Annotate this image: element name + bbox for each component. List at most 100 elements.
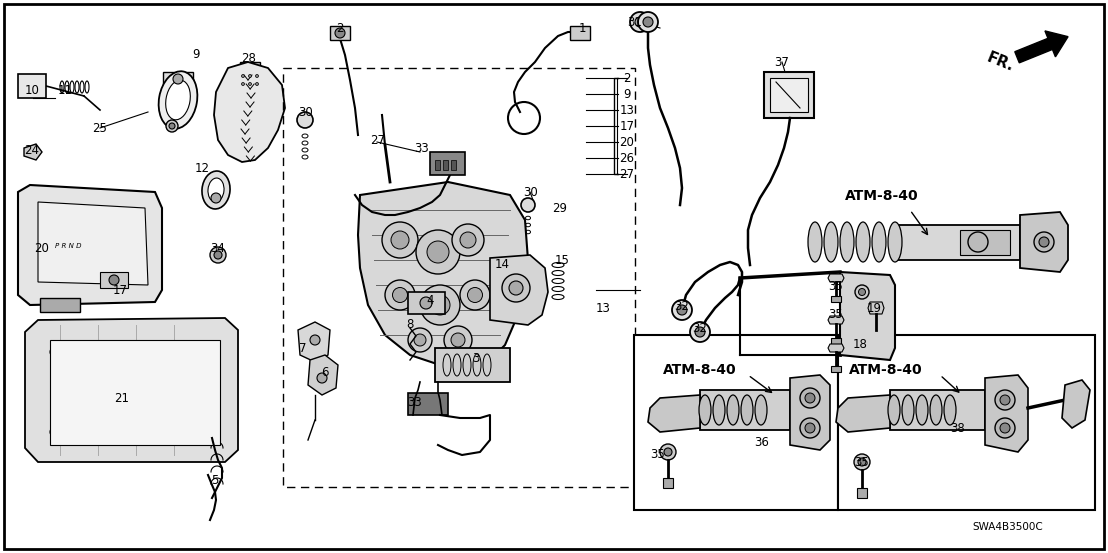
Ellipse shape xyxy=(872,222,886,262)
Text: 2: 2 xyxy=(336,22,343,34)
Bar xyxy=(700,390,790,430)
Circle shape xyxy=(521,198,535,212)
Ellipse shape xyxy=(888,395,900,425)
Text: 27: 27 xyxy=(370,133,386,147)
Polygon shape xyxy=(214,62,285,162)
Text: 33: 33 xyxy=(408,397,422,410)
Circle shape xyxy=(855,285,869,299)
Polygon shape xyxy=(18,185,162,305)
Circle shape xyxy=(677,305,687,315)
Bar xyxy=(330,26,350,40)
Polygon shape xyxy=(308,355,338,395)
Text: 20: 20 xyxy=(619,135,635,149)
Circle shape xyxy=(297,112,312,128)
Bar xyxy=(240,62,260,72)
Ellipse shape xyxy=(824,222,838,262)
Text: 25: 25 xyxy=(93,122,107,134)
Circle shape xyxy=(995,390,1015,410)
Bar xyxy=(765,72,814,118)
Bar xyxy=(430,152,465,175)
Circle shape xyxy=(690,322,710,342)
Text: 18: 18 xyxy=(852,337,868,351)
Circle shape xyxy=(968,232,988,252)
Circle shape xyxy=(635,17,645,27)
Ellipse shape xyxy=(208,178,224,202)
Polygon shape xyxy=(828,316,844,324)
Bar xyxy=(18,74,47,98)
Text: 3: 3 xyxy=(472,352,480,364)
Circle shape xyxy=(509,281,523,295)
Circle shape xyxy=(1001,423,1010,433)
Polygon shape xyxy=(1015,31,1068,63)
Text: 35: 35 xyxy=(829,307,843,321)
Text: 17: 17 xyxy=(619,119,635,133)
Text: 24: 24 xyxy=(24,143,40,156)
Text: 37: 37 xyxy=(774,55,789,69)
Circle shape xyxy=(317,373,327,383)
Circle shape xyxy=(460,280,490,310)
Text: 14: 14 xyxy=(494,258,510,272)
Circle shape xyxy=(695,327,705,337)
Circle shape xyxy=(643,17,653,27)
Bar xyxy=(283,68,635,487)
Ellipse shape xyxy=(699,395,711,425)
Polygon shape xyxy=(24,144,42,160)
Circle shape xyxy=(1001,395,1010,405)
Ellipse shape xyxy=(727,395,739,425)
Bar xyxy=(890,390,985,430)
Text: 30: 30 xyxy=(299,106,314,118)
Circle shape xyxy=(392,288,408,302)
Ellipse shape xyxy=(902,395,914,425)
Ellipse shape xyxy=(856,222,870,262)
Circle shape xyxy=(382,222,418,258)
Polygon shape xyxy=(985,375,1028,452)
Polygon shape xyxy=(1061,380,1090,428)
Circle shape xyxy=(242,82,245,86)
Text: 11: 11 xyxy=(58,84,72,97)
Polygon shape xyxy=(490,255,548,325)
Circle shape xyxy=(800,388,820,408)
Circle shape xyxy=(427,241,449,263)
Bar xyxy=(451,160,456,170)
Bar xyxy=(100,272,129,288)
Polygon shape xyxy=(648,395,700,432)
Bar xyxy=(570,26,589,40)
Circle shape xyxy=(205,427,215,437)
Bar xyxy=(163,72,193,86)
Text: 35: 35 xyxy=(829,279,843,293)
Text: 28: 28 xyxy=(242,51,256,65)
Polygon shape xyxy=(828,274,844,282)
Circle shape xyxy=(858,458,866,466)
Circle shape xyxy=(170,123,175,129)
Circle shape xyxy=(248,75,252,77)
Circle shape xyxy=(420,297,432,309)
Circle shape xyxy=(256,82,258,86)
Text: 6: 6 xyxy=(321,366,329,378)
Text: 15: 15 xyxy=(555,253,570,267)
Circle shape xyxy=(1034,232,1054,252)
Circle shape xyxy=(1039,237,1049,247)
Bar xyxy=(443,160,448,170)
Circle shape xyxy=(806,423,815,433)
Text: 1: 1 xyxy=(578,22,586,34)
Circle shape xyxy=(335,28,345,38)
Bar xyxy=(831,296,841,302)
Bar xyxy=(838,335,1095,510)
Text: 30: 30 xyxy=(524,185,538,199)
Circle shape xyxy=(800,418,820,438)
Circle shape xyxy=(664,448,671,456)
Circle shape xyxy=(248,82,252,86)
Text: 21: 21 xyxy=(114,392,130,404)
Text: 9: 9 xyxy=(193,49,199,61)
Text: 38: 38 xyxy=(951,421,965,435)
Circle shape xyxy=(391,231,409,249)
Text: ATM-8-40: ATM-8-40 xyxy=(664,363,737,377)
Ellipse shape xyxy=(158,71,197,129)
Text: 19: 19 xyxy=(866,301,882,315)
Circle shape xyxy=(166,120,178,132)
Text: 33: 33 xyxy=(414,142,430,154)
Text: 29: 29 xyxy=(553,201,567,215)
Circle shape xyxy=(502,274,530,302)
Circle shape xyxy=(214,251,222,259)
Circle shape xyxy=(630,12,650,32)
